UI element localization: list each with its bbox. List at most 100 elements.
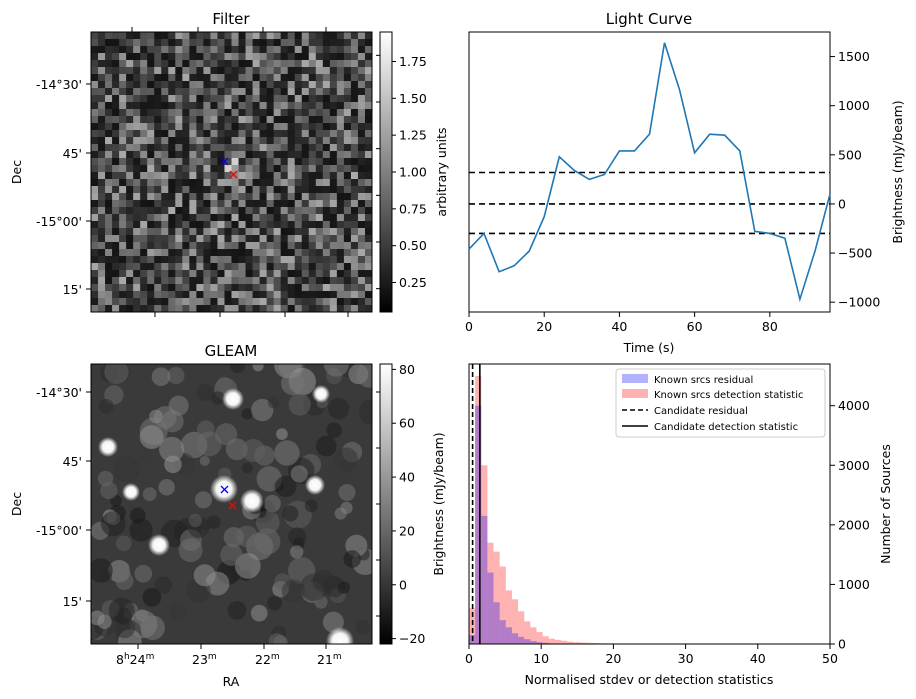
lc-y-tick-label: −500 [838,246,872,261]
gleam-ra-ticks: 8h24m 23m 22m 21m [116,652,342,667]
hist-bar-detection [579,642,586,644]
filter-ylabel: Dec [9,160,24,184]
hist-bar-detection [542,636,549,644]
hist-y-ticks: 0 1000 2000 3000 4000 [830,398,870,652]
hist-bar-residual [518,636,525,644]
hist-ylabel-right: Number of Sources [878,444,893,564]
filter-colorbar-ticks: 0.25 0.50 0.75 1.00 1.25 1.50 1.75 [376,54,427,290]
ra-tick: 22m [255,652,280,667]
filter-bottom-ticks [154,312,349,317]
lc-ylabel: Brightness (mJy/beam) [890,100,905,243]
legend-box [615,368,826,438]
colorbar-tick-label: 0.75 [399,201,427,216]
legend-label: Known srcs detection statistic [654,390,803,401]
hist-bar-detection [573,642,580,644]
hist-y-tick-label: 1000 [838,577,870,592]
gleam-ylabel: Dec [9,492,24,516]
dec-tick: -15°00' [36,214,82,229]
gleam-panel: GLEAM [9,342,425,689]
filter-frame [90,31,373,313]
hist-bar-detection [518,611,525,644]
hist-bar-detection [511,599,519,644]
hist-bar-detection [585,642,592,644]
colorbar-tick-label: 80 [399,362,415,377]
filter-panel: Filter -14°30' 45' -15°00' 15' Dec [9,10,449,317]
filter-title: Filter [212,10,250,28]
gleam-dec-tick-marks [86,391,327,649]
gleam-image [91,364,372,644]
hist-bar-detection [481,465,488,644]
gleam-dec-ticks: -14°30' 45' -15°00' 15' [36,385,82,609]
lc-series-line [468,42,831,303]
lc-x-tick-label: 20 [536,319,552,334]
gleam-colorbar [379,363,393,645]
lc-title: Light Curve [606,10,692,28]
dec-tick: -14°30' [36,77,82,92]
filter-colorbar-label: arbitrary units [434,127,449,216]
lc-y-tick-label: 500 [838,147,862,162]
hist-bar-detection [493,551,500,644]
dec-tick: 45' [63,454,82,469]
hist-bars [469,375,746,644]
hist-bar-residual [542,642,549,644]
hist-legend: Known srcs residual Known srcs detection… [615,368,826,438]
hist-bar-detection [548,638,555,644]
colorbar-tick-label: 1.00 [399,165,427,180]
ra-tick: 23m [192,652,217,667]
candidate-marker-red [228,501,237,510]
hist-bar-residual [530,641,537,644]
hist-frame [468,363,831,645]
legend-swatch-residual [622,374,648,383]
filter-top-ticks [131,27,327,32]
lc-y-tick-label: 1000 [838,98,870,113]
hist-bar-detection [487,542,494,644]
hist-bar-detection [499,566,506,644]
ra-tick-first: 8h24m [116,652,154,667]
lc-y-tick-label: 0 [838,196,846,211]
legend-label: Candidate detection statistic [654,422,798,433]
gleam-colorbar-ticks: −20 0 20 40 60 80 [376,362,425,646]
legend-label: Known srcs residual [654,375,753,386]
hist-bar-detection [475,375,482,644]
colorbar-tick-label: −20 [399,631,425,646]
hist-bar-detection [567,641,574,644]
hist-bar-detection [561,640,568,644]
lc-x-tick-label: 0 [465,319,473,334]
lc-x-tick-label: 80 [762,319,778,334]
gleam-frame [90,363,373,645]
hist-bar-detection [554,639,562,644]
lc-x-tick-label: 40 [611,319,627,334]
colorbar-tick-label: 1.50 [399,91,427,106]
gleam-markers [220,485,237,510]
candidate-marker-blue [220,485,229,494]
filter-image [91,32,372,312]
hist-bar-residual [475,405,482,644]
hist-bar-detection [469,608,476,644]
hist-bar-detection [524,621,531,644]
lc-threshold-lines [469,171,830,235]
dec-tick: 15' [63,282,82,297]
hist-x-tick-label: 10 [533,651,549,666]
hist-x-tick-label: 30 [678,651,694,666]
filter-markers [220,157,238,179]
colorbar-tick-label: 20 [399,523,415,538]
lc-y-ticks: −1000 −500 0 500 1000 1500 [830,49,880,310]
hist-bar-residual [487,572,494,644]
hist-bar-detection [505,590,512,644]
filter-dec-tick-marks [86,83,91,290]
candidate-marker-red [229,170,238,179]
hist-x-ticks: 0 10 20 30 40 50 [465,644,838,666]
gleam-xlabel: RA [223,674,240,689]
lc-x-ticks: 0 20 40 60 80 [465,312,778,334]
dec-tick: -14°30' [36,385,82,400]
hist-bar-residual [536,642,543,644]
colorbar-tick-label: 40 [399,470,415,485]
dec-tick: 45' [63,146,82,161]
colorbar-tick-label: 0 [399,577,407,592]
lc-y-tick-label: 1500 [838,49,870,64]
hist-bar-detection [530,627,537,644]
lc-x-tick-label: 60 [687,319,703,334]
gleam-title: GLEAM [205,342,258,360]
gleam-sources [98,385,354,644]
colorbar-tick-label: 1.75 [399,54,427,69]
